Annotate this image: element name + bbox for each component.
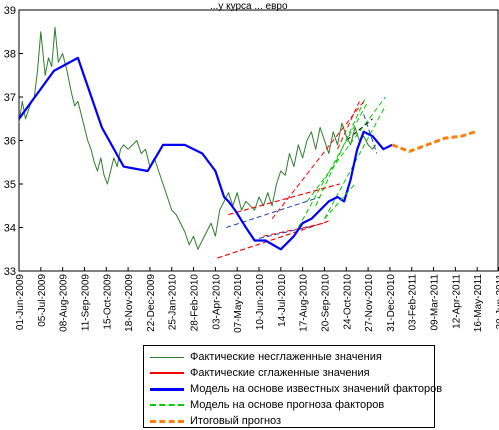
x-tick-label: 03-Feb-2011 — [408, 274, 419, 331]
legend-item-final-forecast: Итоговый прогноз — [150, 413, 281, 429]
channel-line — [315, 96, 367, 207]
x-tick-label: 08-Aug-2009 — [59, 274, 70, 332]
x-tick-label: 27-Nov-2010 — [364, 274, 375, 332]
y-tick-label: 37 — [4, 92, 16, 104]
series-final-forecast — [391, 130, 476, 153]
x-tick-label: 11-Sep-2009 — [80, 274, 91, 332]
series-raw — [18, 26, 377, 250]
x-tick-label: 16-May-2011 — [473, 274, 484, 333]
x-tick-label: 09-Mar-2011 — [430, 274, 441, 331]
series-smoothed — [271, 101, 365, 220]
legend-line-smoothed — [150, 372, 184, 374]
legend-label-smoothed: Фактические сглаженные значения — [190, 367, 370, 379]
x-tick-label: 20-Sep-2010 — [320, 274, 331, 332]
legend-line-raw — [150, 356, 184, 358]
series-smoothed — [228, 183, 340, 215]
y-tick-label: 33 — [4, 266, 16, 278]
legend-line-model-forecast — [150, 404, 184, 406]
x-tick-label: 18-Nov-2009 — [124, 274, 135, 332]
x-tick-label: 03-Apr-2010 — [211, 274, 222, 330]
y-tick-label: 38 — [4, 49, 16, 61]
x-tick-label: 10-Jun-2010 — [255, 274, 266, 331]
x-tick-label: 01-Jun-2009 — [15, 274, 26, 331]
legend-item-model-known: Модель на основе известных значений факт… — [150, 381, 442, 397]
legend-item-smoothed: Фактические сглаженные значения — [150, 365, 370, 381]
chart-title-fragment: ...у курса ... евро — [210, 1, 288, 12]
legend: Фактические несглаженные значения Фактич… — [143, 345, 442, 429]
legend-line-final-forecast — [150, 419, 184, 423]
legend-item-raw: Фактические несглаженные значения — [150, 349, 382, 365]
x-tick-label: 30-Jun-2011 — [495, 274, 499, 330]
x-tick-label: 07-May-2010 — [233, 274, 244, 333]
x-tick-label: 17-Aug-2010 — [299, 274, 310, 332]
x-tick-label: 28-Feb-2010 — [190, 274, 201, 332]
series-model-forecast — [297, 101, 369, 228]
x-tick-label: 24-Oct-2010 — [342, 274, 353, 330]
legend-line-model-known — [150, 387, 184, 391]
channel-line — [337, 101, 360, 150]
x-tick-label: 15-Oct-2009 — [102, 274, 113, 330]
legend-item-model-forecast: Модель на основе прогноза факторов — [150, 397, 384, 413]
series-model-known — [18, 56, 393, 251]
y-tick-label: 34 — [4, 223, 16, 235]
y-tick-label: 39 — [4, 5, 16, 17]
x-tick-label: 25-Jan-2010 — [168, 274, 179, 331]
x-tick-label: 05-Jul-2009 — [37, 274, 48, 327]
legend-label-final-forecast: Итоговый прогноз — [190, 415, 282, 427]
x-tick-label: 12-Apr-2011 — [451, 274, 462, 329]
x-tick-label: 22-Dec-2009 — [146, 274, 157, 332]
channel-line — [345, 118, 373, 141]
x-tick-label: 31-Dec-2010 — [386, 274, 397, 332]
x-tick-label: 14-Jul-2010 — [277, 274, 288, 327]
series-smoothed — [217, 220, 329, 259]
channel-line — [258, 224, 316, 239]
plot-frame — [18, 9, 499, 272]
series-model-forecast — [306, 96, 386, 202]
y-tick-label: 35 — [4, 179, 16, 191]
legend-label-model-forecast: Модель на основе прогноза факторов — [190, 399, 385, 411]
legend-label-raw: Фактические несглаженные значения — [190, 351, 382, 363]
y-tick-label: 36 — [4, 136, 16, 148]
legend-label-model-known: Модель на основе известных значений факт… — [190, 383, 443, 395]
chart: ...у курса ... евро 33 34 35 36 37 38 39 01-Jun… — [4, 1, 499, 333]
